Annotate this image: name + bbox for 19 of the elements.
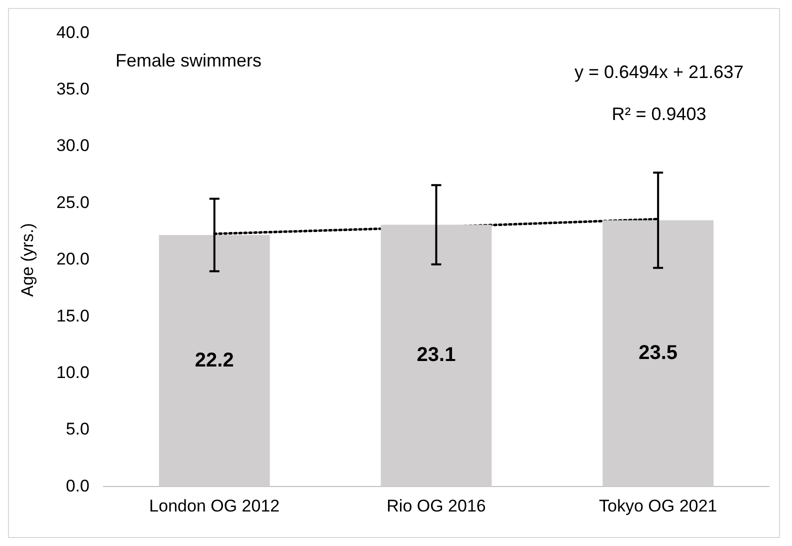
data-label: 22.2 <box>194 349 234 372</box>
data-label: 23.1 <box>416 344 456 366</box>
y-tick-label: 30.0 <box>56 136 90 156</box>
y-tick-label: 5.0 <box>66 420 90 439</box>
y-tick-label: 25.0 <box>56 192 90 212</box>
x-tick-label: Rio OG 2016 <box>386 496 486 516</box>
annotation: Female swimmers <box>115 50 262 71</box>
y-tick-label: 35.0 <box>56 80 90 99</box>
y-tick-label: 0.0 <box>66 476 90 496</box>
y-tick-label: 40.0 <box>56 22 90 42</box>
x-tick-label: London OG 2012 <box>149 496 280 516</box>
y-tick-label: 10.0 <box>56 362 90 382</box>
data-label: 23.5 <box>638 342 678 364</box>
x-tick-label: Tokyo OG 2021 <box>599 496 718 516</box>
annotation: R² = 0.9403 <box>612 104 706 124</box>
y-tick-label: 15.0 <box>56 306 90 326</box>
annotation: y = 0.6494x + 21.637 <box>574 62 744 82</box>
y-tick-label: 20.0 <box>56 250 90 269</box>
y-axis-title: Age (yrs.) <box>18 223 37 297</box>
